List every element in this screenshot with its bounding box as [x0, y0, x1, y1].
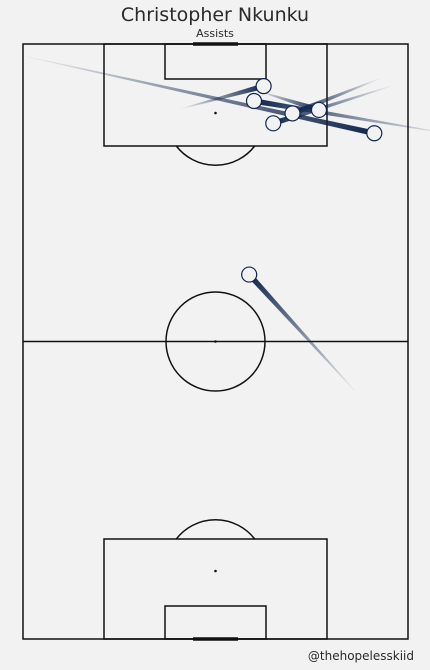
bottom-penalty-arc: [175, 518, 256, 540]
bottom-six-yard-box: [164, 605, 267, 640]
assist-receiver-point: [255, 78, 272, 95]
assist-passes: [25, 56, 430, 392]
bottom-penalty-spot: [214, 569, 217, 573]
chart-subtitle: Assists: [196, 27, 234, 40]
assist-pass-line: [272, 85, 392, 127]
assist-receiver-point: [265, 115, 282, 132]
bottom-penalty-area: [103, 538, 328, 640]
centre-circle: [165, 291, 266, 392]
assist-receiver-point: [310, 101, 328, 119]
author-credit: @thehopelesskiid: [307, 649, 414, 663]
top-penalty-arc: [175, 145, 256, 167]
assist-pass-line: [247, 272, 356, 392]
chart-title: Christopher Nkunku: [120, 4, 310, 26]
assist-receiver-point: [284, 105, 301, 122]
assist-pass-line: [258, 90, 320, 113]
top-six-yard-box: [164, 43, 267, 80]
top-penalty-area: [103, 43, 328, 147]
assist-pass-line: [253, 98, 430, 132]
assist-receiver-point: [245, 92, 263, 110]
assist-receiver-point: [366, 125, 383, 142]
pitch-markings: [22, 42, 409, 641]
assist-pass-line: [25, 56, 375, 136]
centre-spot: [214, 340, 217, 343]
assist-receiver-point: [241, 266, 258, 283]
assist-pass-line: [181, 83, 265, 109]
top-penalty-spot: [214, 111, 217, 115]
